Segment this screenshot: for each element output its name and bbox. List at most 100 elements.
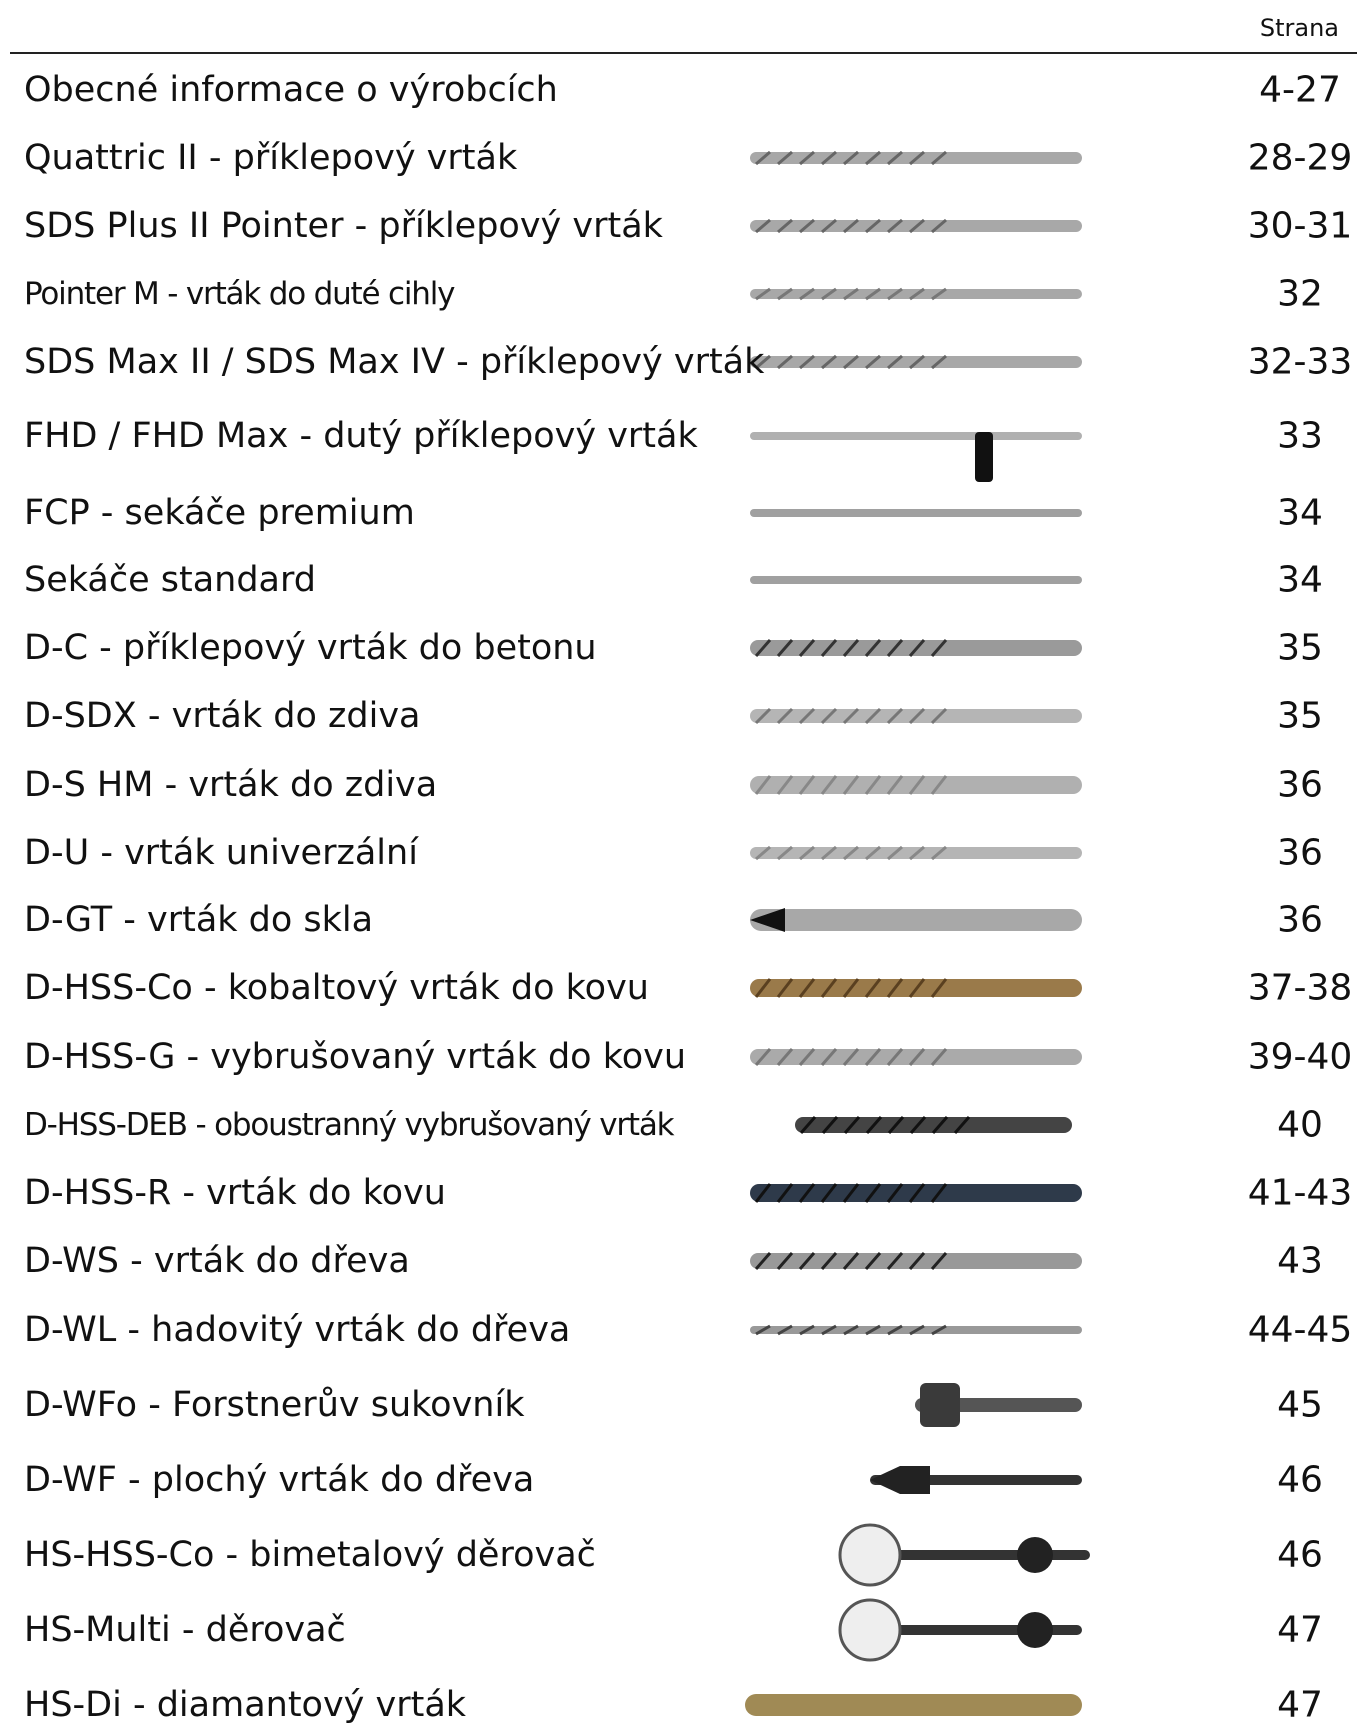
drill-shape [821,1324,837,1336]
drill-shape [754,707,772,725]
drill-shape [909,845,925,861]
drill-shape [930,1183,948,1203]
drill-shape [842,775,860,795]
drill-shape [909,287,925,301]
drill-shape [750,576,1082,584]
drill-shape [843,354,859,370]
drill-shape [754,1048,772,1066]
drill-shape [799,218,815,234]
entry-pages: 32-33 [1247,341,1353,383]
entry-title: HS-HSS-Co - bimetalový děrovač [24,1535,596,1575]
drill-shape [930,978,948,998]
drill-shape [843,845,859,861]
drill-shape [745,1694,1082,1716]
drill-shape [777,845,793,861]
entry-title: D-HSS-R - vrták do kovu [24,1173,446,1213]
entry-title: D-HSS-Co - kobaltový vrták do kovu [24,968,649,1008]
drill-shape [838,1598,902,1662]
drill-shape [908,1252,926,1270]
drill-shape [755,354,771,370]
entry-title: D-S HM - vrták do zdiva [24,765,438,805]
entry-pages: 39-40 [1247,1036,1353,1078]
entry-pages: 4-27 [1259,69,1341,111]
drill-shape [864,707,882,725]
drill-shape [754,1252,772,1270]
drill-shape [931,354,947,370]
drill-shape [776,978,794,998]
drill-shape [865,1324,881,1336]
entry-pages: 34 [1277,559,1323,601]
drill-shape [864,1183,882,1203]
drill-shape [843,1324,859,1336]
drill-shape [930,775,948,795]
drill-shape [909,218,925,234]
entry-title: FHD / FHD Max - dutý příklepový vrták [24,416,698,456]
drill-shape [777,1324,793,1336]
drill-shape [842,1183,860,1203]
drill-shape [777,287,793,301]
entry-pages: 47 [1277,1609,1323,1651]
drill-shape [799,150,815,166]
entry-pages: 37-38 [1247,967,1353,1009]
drill-shape [842,1048,860,1066]
drill-shape [799,354,815,370]
drill-shape [864,978,882,998]
drill-shape [887,354,903,370]
drill-shape [776,1183,794,1203]
entry-pages: 30-31 [1247,205,1353,247]
drill-shape [1017,1612,1053,1648]
drill-shape [798,639,816,657]
entry-title: D-HSS-DEB - oboustranný vybrušovaný vrtá… [24,1107,675,1143]
drill-shape [820,707,838,725]
drill-shape [777,150,793,166]
entry-title: D-GT - vrták do skla [24,900,374,940]
drill-shape [754,978,772,998]
drill-shape [864,639,882,657]
drill-shape [931,1324,947,1336]
drill-shape [754,775,772,795]
drill-shape [930,639,948,657]
entry-pages: 40 [1277,1104,1323,1146]
drill-shape [820,775,838,795]
drill-shape [798,775,816,795]
drill-shape [909,1116,927,1134]
drill-shape [776,775,794,795]
drill-shape [887,1116,905,1134]
entry-pages: 35 [1277,695,1323,737]
drill-shape [843,1116,861,1134]
drill-shape [975,432,993,482]
drill-shape [865,150,881,166]
drill-shape [820,1048,838,1066]
entry-title: D-U - vrták univerzální [24,833,418,873]
drill-shape [820,1252,838,1270]
drill-shape [931,1116,949,1134]
drill-shape [886,978,904,998]
page-label: Strana [1259,14,1339,42]
drill-shape [795,1117,1072,1133]
entry-title: SDS Max II / SDS Max IV - příklepový vrt… [24,342,765,382]
drill-shape [799,1324,815,1336]
entry-title: Sekáče standard [24,560,316,600]
drill-shape [908,1048,926,1066]
drill-shape [798,1048,816,1066]
drill-shape [821,287,837,301]
entry-pages: 47 [1277,1684,1323,1726]
drill-shape [887,845,903,861]
drill-shape [887,1324,903,1336]
drill-shape [843,287,859,301]
drill-shape [777,354,793,370]
drill-shape [909,1324,925,1336]
drill-shape [776,707,794,725]
entry-pages: 36 [1277,899,1323,941]
drill-shape [886,639,904,657]
drill-shape [1017,1537,1053,1573]
drill-shape [754,1183,772,1203]
drill-shape [908,1183,926,1203]
drill-shape [908,775,926,795]
drill-shape [886,1252,904,1270]
drill-shape [799,845,815,861]
drill-shape [821,1116,839,1134]
entry-pages: 33 [1277,415,1323,457]
drill-shape [886,775,904,795]
